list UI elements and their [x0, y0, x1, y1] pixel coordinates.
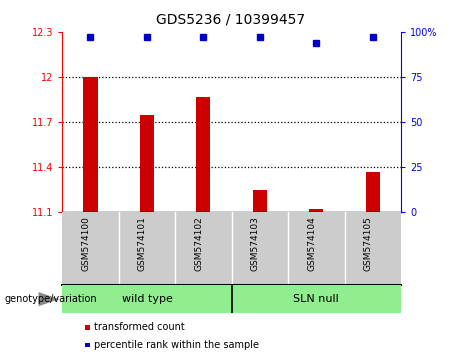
- Bar: [83, 77, 98, 212]
- Bar: [196, 97, 211, 212]
- Text: transformed count: transformed count: [94, 322, 185, 332]
- Text: GSM574102: GSM574102: [195, 216, 203, 271]
- Text: GSM574100: GSM574100: [82, 216, 90, 271]
- Bar: [253, 190, 267, 212]
- Text: GDS5236 / 10399457: GDS5236 / 10399457: [156, 12, 305, 27]
- Text: GSM574101: GSM574101: [138, 216, 147, 271]
- Text: wild type: wild type: [122, 294, 172, 304]
- Text: genotype/variation: genotype/variation: [5, 294, 97, 304]
- Bar: [309, 210, 324, 212]
- Text: GSM574103: GSM574103: [251, 216, 260, 271]
- Text: SLN null: SLN null: [294, 294, 339, 304]
- Polygon shape: [39, 292, 59, 306]
- Text: GSM574105: GSM574105: [364, 216, 373, 271]
- Text: percentile rank within the sample: percentile rank within the sample: [94, 340, 259, 350]
- Bar: [140, 115, 154, 212]
- Bar: [366, 172, 380, 212]
- Text: GSM574104: GSM574104: [307, 216, 316, 271]
